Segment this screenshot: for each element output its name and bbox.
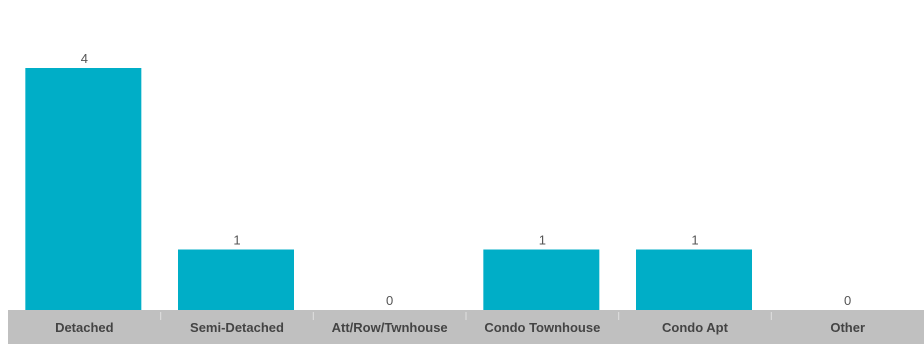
- data-label: 0: [844, 293, 851, 308]
- data-label: 4: [81, 51, 88, 66]
- bar: [636, 249, 752, 310]
- bar: [25, 68, 142, 310]
- category-labels-group: Detached Semi-Detached Att/Row/Twnhouse Con…: [55, 320, 865, 335]
- data-label: 1: [233, 233, 240, 248]
- category-separators: [160, 312, 772, 320]
- category-label: Condo Apt: [662, 320, 729, 335]
- data-label: 1: [691, 233, 698, 248]
- category-label: Semi-Detached: [190, 320, 284, 335]
- category-label: Condo Townhouse: [484, 320, 600, 335]
- category-label: Other: [830, 320, 865, 335]
- category-label: Detached: [55, 320, 114, 335]
- bar: [178, 249, 294, 310]
- value-labels-group: 4 1 0 1 1 0: [81, 51, 852, 308]
- bars-group: [25, 68, 752, 310]
- bar: [483, 249, 600, 310]
- data-label: 0: [386, 293, 393, 308]
- category-label: Att/Row/Twnhouse: [332, 320, 448, 335]
- data-label: 1: [539, 233, 546, 248]
